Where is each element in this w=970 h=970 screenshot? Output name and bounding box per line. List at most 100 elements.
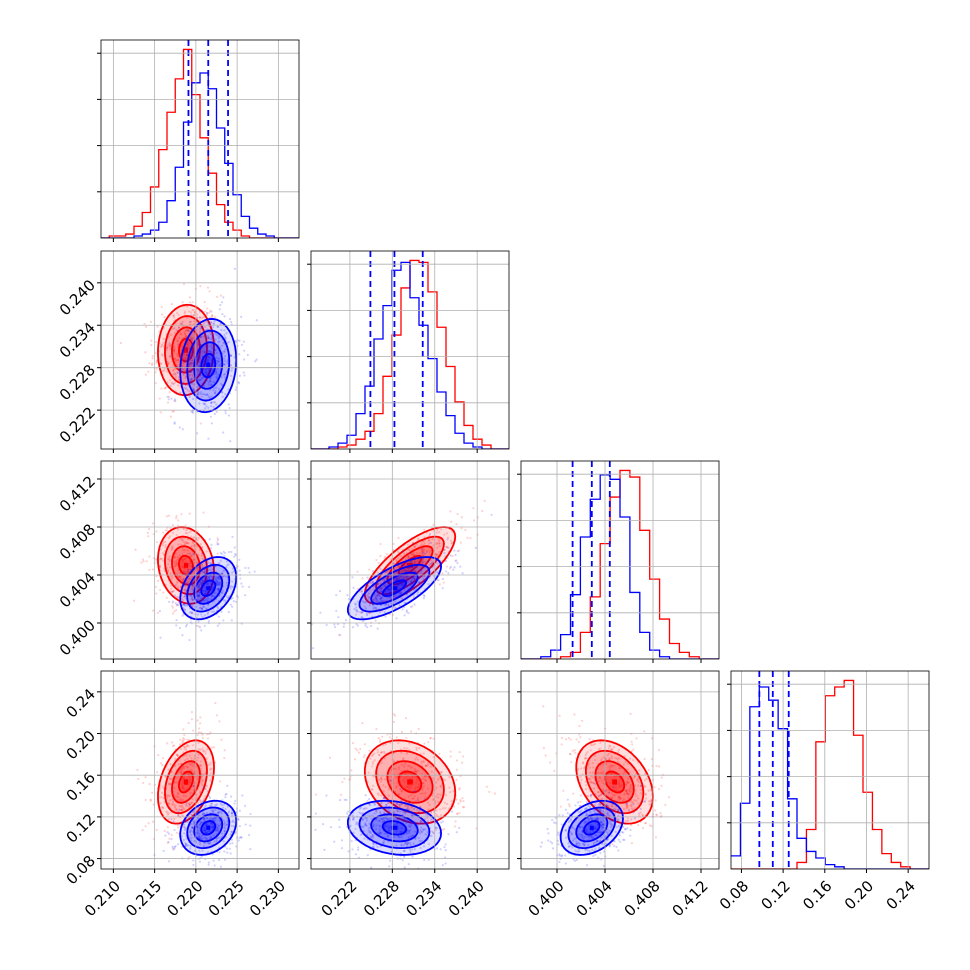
- red-point: [182, 283, 186, 286]
- blue-point: [219, 865, 222, 868]
- blue-point: [426, 820, 429, 823]
- red-point: [600, 759, 603, 762]
- red-point: [207, 345, 210, 348]
- blue-point: [338, 818, 341, 821]
- blue-point: [222, 599, 225, 602]
- red-point: [199, 422, 202, 425]
- blue-point: [404, 842, 407, 845]
- blue-point: [378, 820, 381, 823]
- red-point: [203, 571, 206, 575]
- blue-point: [371, 570, 375, 573]
- blue-point: [402, 564, 405, 567]
- red-point: [632, 748, 635, 751]
- red-point: [424, 779, 427, 782]
- red-point: [171, 576, 174, 579]
- blue-point: [207, 336, 210, 340]
- red-point: [168, 794, 171, 798]
- blue-point: [210, 543, 213, 546]
- red-point: [437, 777, 440, 780]
- blue-point: [188, 831, 192, 834]
- red-point: [425, 764, 428, 767]
- blue-point: [427, 560, 430, 563]
- blue-point: [425, 813, 428, 816]
- blue-point: [212, 401, 216, 404]
- blue-point: [402, 576, 405, 579]
- blue-point: [204, 362, 207, 365]
- blue-point: [206, 569, 210, 572]
- blue-point: [360, 812, 363, 815]
- red-point: [403, 780, 406, 783]
- red-point: [436, 541, 439, 545]
- blue-point: [212, 406, 215, 409]
- blue-point: [171, 590, 174, 594]
- blue-point: [202, 589, 205, 592]
- blue-point: [210, 610, 214, 613]
- hist-panel-3-blue-hist: [731, 686, 929, 869]
- blue-point: [405, 610, 408, 614]
- red-point: [377, 753, 381, 757]
- blue-point: [185, 623, 189, 626]
- blue-point: [354, 853, 358, 856]
- red-point: [448, 786, 451, 789]
- red-point: [360, 589, 363, 592]
- blue-point: [173, 847, 176, 850]
- red-point: [416, 786, 419, 789]
- blue-point: [415, 566, 419, 569]
- blue-point: [201, 578, 204, 581]
- blue-point: [384, 797, 387, 800]
- blue-point: [215, 826, 218, 829]
- blue-point: [244, 823, 247, 826]
- blue-point: [407, 555, 410, 558]
- red-point: [176, 754, 180, 757]
- red-point: [405, 575, 408, 578]
- blue-point: [400, 575, 403, 578]
- red-point: [617, 760, 620, 763]
- blue-point: [228, 407, 231, 410]
- blue-point: [385, 599, 388, 602]
- red-point: [175, 596, 178, 599]
- blue-point: [215, 403, 218, 406]
- blue-point: [182, 604, 185, 607]
- blue-point: [417, 801, 420, 804]
- blue-point: [351, 814, 354, 817]
- blue-point: [217, 334, 220, 338]
- blue-point: [203, 806, 206, 809]
- red-point: [626, 819, 629, 823]
- red-point: [193, 545, 196, 548]
- red-point: [169, 415, 172, 418]
- blue-point: [372, 824, 375, 827]
- blue-point: [372, 845, 375, 849]
- blue-point: [196, 317, 199, 320]
- blue-point: [210, 321, 213, 324]
- red-point: [458, 787, 461, 790]
- red-point: [208, 763, 212, 766]
- blue-point: [408, 848, 412, 851]
- blue-point: [177, 811, 180, 814]
- red-point: [588, 738, 591, 741]
- red-point: [601, 781, 605, 785]
- red-point: [383, 778, 386, 781]
- red-point: [175, 580, 179, 583]
- blue-point: [220, 572, 224, 576]
- red-point: [134, 548, 137, 551]
- blue-point: [431, 566, 434, 569]
- red-point: [420, 830, 423, 834]
- blue-point: [230, 369, 233, 372]
- red-point: [221, 575, 225, 578]
- blue-point: [193, 812, 196, 815]
- red-point: [191, 598, 195, 601]
- red-point: [473, 519, 476, 522]
- blue-point: [365, 819, 369, 822]
- red-point: [210, 746, 213, 749]
- blue-point: [181, 614, 184, 617]
- red-point: [388, 736, 391, 739]
- blue-point: [217, 827, 220, 830]
- blue-point: [212, 610, 215, 613]
- pair-panel-1-3-red-peak: [407, 779, 413, 785]
- red-point: [629, 712, 632, 715]
- blue-point: [222, 840, 225, 843]
- blue-point: [218, 582, 221, 586]
- blue-point: [400, 836, 403, 839]
- red-point: [189, 362, 193, 365]
- red-point: [435, 555, 438, 558]
